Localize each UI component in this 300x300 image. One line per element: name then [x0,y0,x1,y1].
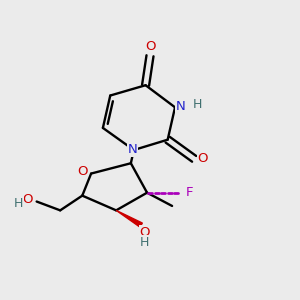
Text: O: O [197,152,208,165]
Text: H: H [193,98,202,111]
Text: O: O [22,193,33,206]
Text: O: O [145,40,156,53]
Text: O: O [77,165,88,178]
Text: N: N [128,143,138,157]
Polygon shape [116,210,142,227]
Text: N: N [176,100,185,113]
Text: O: O [140,226,150,239]
Text: H: H [14,197,23,210]
Text: H: H [140,236,149,249]
Text: F: F [186,186,193,199]
